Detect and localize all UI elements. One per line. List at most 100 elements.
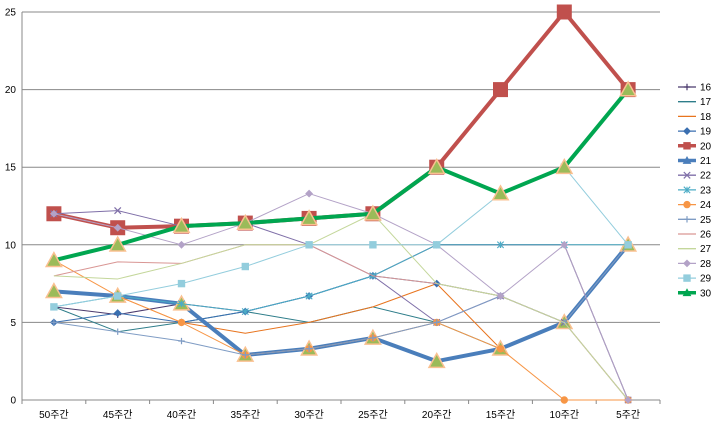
x-tick-label: 10주간 bbox=[550, 409, 580, 421]
x-tick-label: 25주간 bbox=[358, 409, 388, 421]
legend-label: 16 bbox=[700, 83, 712, 94]
legend-entry-28: 28 bbox=[678, 259, 712, 270]
legend-label: 18 bbox=[700, 112, 712, 123]
series-line-20 bbox=[53, 10, 630, 230]
data-point bbox=[493, 82, 508, 98]
data-point bbox=[369, 334, 377, 342]
legend-label: 28 bbox=[700, 259, 712, 270]
data-point bbox=[560, 396, 568, 404]
y-tick-label: 15 bbox=[5, 163, 17, 174]
y-tick-labels: 0 5 10 15 20 25 bbox=[5, 8, 17, 407]
legend-entry-24: 24 bbox=[678, 200, 712, 211]
data-point bbox=[50, 303, 58, 311]
legend-entry-30: 30 bbox=[678, 288, 712, 299]
data-point bbox=[433, 319, 440, 326]
series-27 bbox=[53, 213, 629, 401]
series-30 bbox=[44, 80, 638, 268]
data-point bbox=[242, 351, 249, 359]
legend-label: 29 bbox=[700, 274, 712, 285]
series-lines bbox=[44, 4, 638, 404]
data-point bbox=[305, 345, 313, 352]
legend-label: 27 bbox=[700, 244, 712, 255]
legend-entry-29: 29 bbox=[678, 274, 712, 285]
x-tick-label: 5주간 bbox=[616, 409, 640, 421]
legend-marker bbox=[683, 200, 691, 209]
data-point bbox=[496, 292, 505, 300]
legend-entry-27: 27 bbox=[678, 244, 712, 255]
legend-marker bbox=[683, 171, 691, 179]
legend-entry-17: 17 bbox=[678, 97, 712, 108]
legend-entry-25: 25 bbox=[678, 215, 712, 226]
data-point bbox=[172, 216, 191, 234]
series-line-23 bbox=[53, 244, 629, 313]
legend-marker bbox=[683, 274, 691, 282]
data-point bbox=[177, 318, 186, 327]
legend-entry-26: 26 bbox=[678, 230, 712, 241]
data-point bbox=[177, 300, 186, 308]
data-point bbox=[50, 319, 58, 326]
series-20 bbox=[46, 4, 636, 236]
x-tick-label: 30주간 bbox=[294, 409, 324, 421]
legend-marker bbox=[683, 83, 691, 91]
x-tick-label: 35주간 bbox=[231, 409, 261, 421]
legend-label: 30 bbox=[700, 288, 712, 299]
series-21 bbox=[44, 235, 638, 369]
y-tick-label: 25 bbox=[5, 8, 17, 19]
legend: 16 17 18 19 20 21 22 23 24 25 26 27 28 29 30 bbox=[678, 83, 712, 299]
legend-label: 26 bbox=[700, 230, 712, 241]
x-tick-label: 20주간 bbox=[422, 409, 452, 421]
data-point bbox=[427, 351, 446, 369]
series-22 bbox=[50, 207, 632, 404]
data-point bbox=[556, 4, 572, 20]
legend-entry-18: 18 bbox=[678, 112, 712, 123]
data-point bbox=[305, 292, 313, 300]
legend-marker bbox=[683, 127, 691, 136]
data-point bbox=[236, 213, 255, 230]
data-point bbox=[560, 240, 569, 249]
x-tick-labels: 50주간 45주간 40주간 35주간 30주간 25주간 20주간 15주간 10주간 5주간 bbox=[39, 409, 640, 421]
x-tick-label: 15주간 bbox=[486, 409, 516, 421]
data-point bbox=[624, 396, 633, 404]
legend-label: 17 bbox=[700, 97, 712, 108]
data-point bbox=[114, 328, 121, 335]
x-tick-label: 45주간 bbox=[103, 409, 133, 421]
x-tick-label: 40주간 bbox=[167, 409, 197, 421]
data-point bbox=[108, 235, 127, 252]
data-point bbox=[177, 240, 186, 249]
series-line-27 bbox=[53, 213, 629, 401]
axes bbox=[21, 12, 661, 404]
data-point bbox=[114, 292, 122, 300]
y-tick-label: 5 bbox=[10, 318, 16, 329]
data-point bbox=[44, 251, 63, 268]
y-tick-label: 10 bbox=[5, 240, 17, 251]
legend-entry-16: 16 bbox=[678, 83, 712, 94]
legend-entry-23: 23 bbox=[678, 185, 712, 196]
legend-entry-19: 19 bbox=[678, 127, 712, 138]
data-point bbox=[433, 241, 441, 249]
legend-marker bbox=[682, 155, 692, 164]
legend-marker bbox=[683, 216, 691, 223]
legend-label: 19 bbox=[700, 127, 712, 138]
data-point bbox=[491, 184, 510, 201]
x-tick-label: 50주간 bbox=[39, 409, 69, 421]
legend-marker bbox=[683, 259, 691, 268]
series-19 bbox=[49, 240, 633, 327]
legend-label: 23 bbox=[700, 185, 712, 196]
data-point bbox=[49, 209, 58, 218]
series-23 bbox=[50, 241, 632, 316]
legend-entry-21: 21 bbox=[678, 155, 712, 167]
data-point bbox=[369, 241, 377, 249]
data-point bbox=[241, 262, 250, 271]
data-point bbox=[555, 157, 574, 175]
data-point bbox=[44, 282, 63, 299]
legend-label: 24 bbox=[700, 200, 712, 211]
data-point bbox=[300, 209, 319, 226]
data-point bbox=[113, 309, 122, 317]
data-point bbox=[619, 80, 638, 97]
data-point bbox=[427, 157, 446, 175]
data-point bbox=[113, 223, 122, 232]
data-point bbox=[114, 207, 122, 215]
series-line-30 bbox=[53, 88, 630, 263]
legend-label: 22 bbox=[700, 171, 712, 182]
